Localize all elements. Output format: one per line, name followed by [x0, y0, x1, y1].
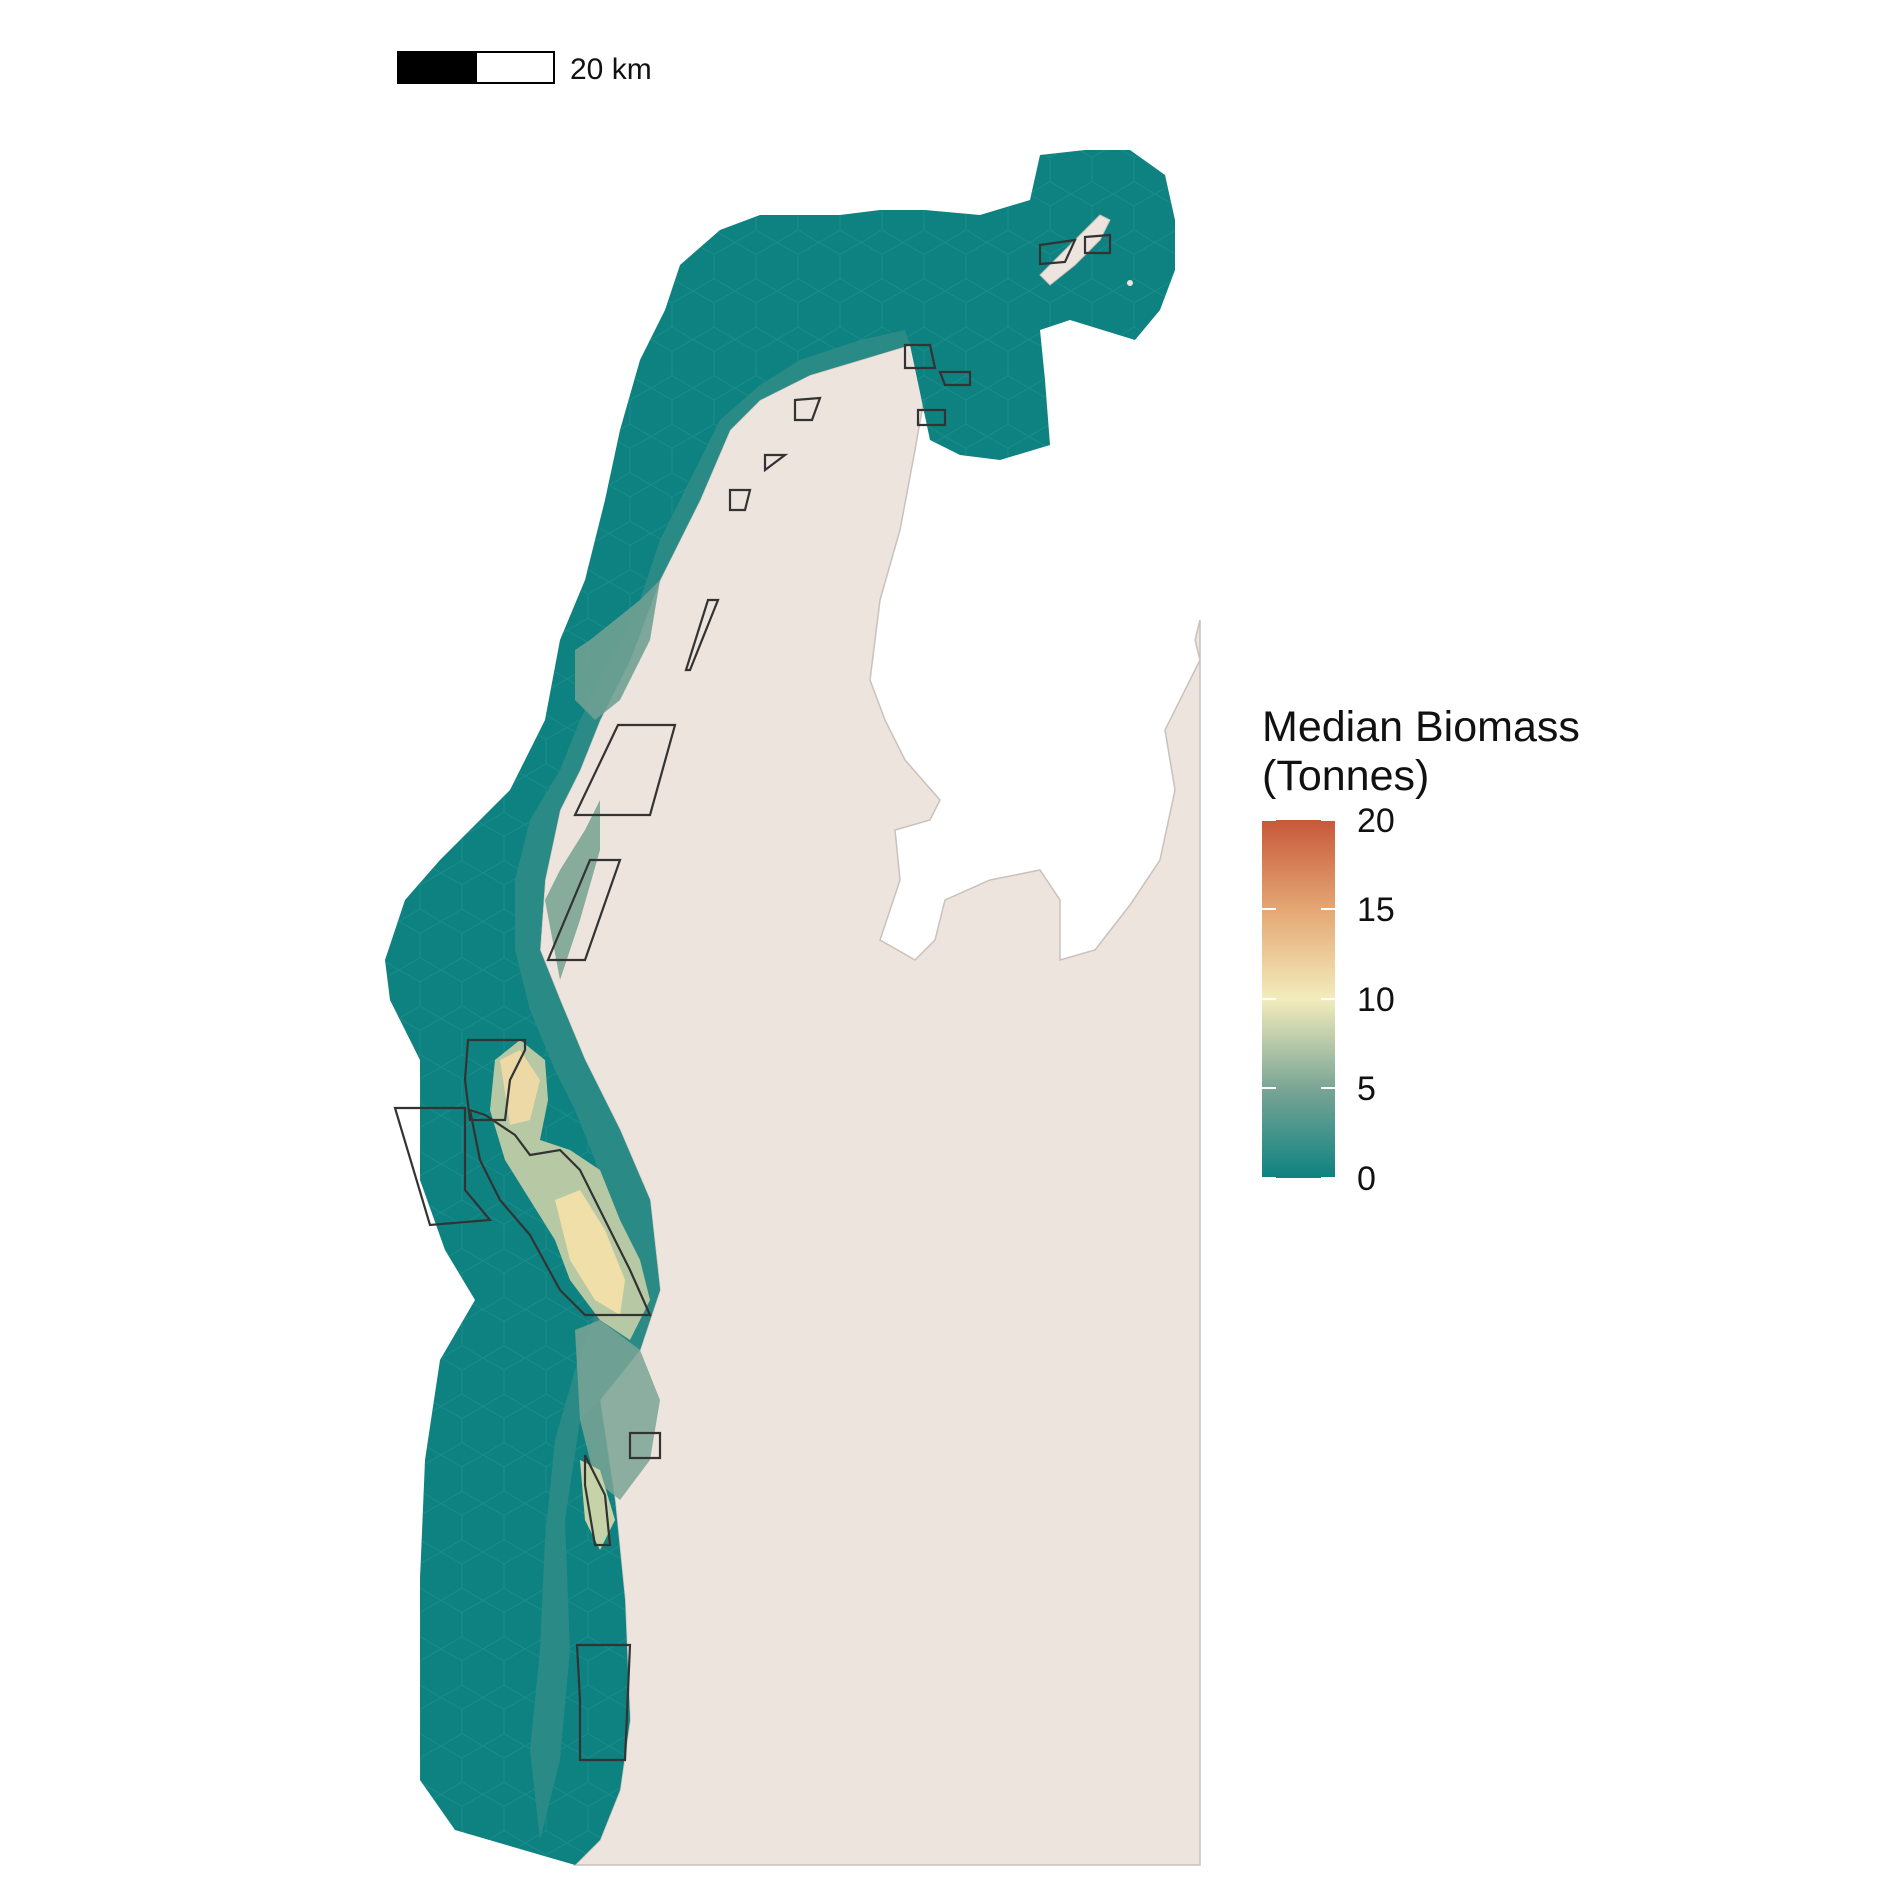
biomass-patch-north	[575, 580, 660, 720]
legend-tick-5: 5	[1357, 1070, 1376, 1108]
legend-title-line1: Median Biomass	[1262, 703, 1580, 751]
legend-tick-10: 10	[1357, 981, 1395, 1019]
biomass-patch-hotspot-2	[555, 1190, 625, 1315]
legend-tick-15: 15	[1357, 891, 1395, 929]
islet	[1127, 280, 1133, 286]
biomass-patch-south-2	[580, 1460, 615, 1550]
scale-bar: 20 km	[397, 51, 652, 86]
legend-tick-0: 0	[1357, 1160, 1376, 1198]
legend-tick-20: 20	[1357, 802, 1395, 840]
legend-tick-marks	[1262, 819, 1335, 1179]
biomass-patch-hotspot-1	[500, 1050, 540, 1125]
protected-areas	[393, 233, 1112, 1762]
legend-title-line2: (Tonnes)	[1262, 752, 1429, 800]
mainland	[539, 344, 1201, 1866]
biomass-patch-south	[575, 1320, 660, 1500]
scale-bar-label: 20 km	[570, 53, 652, 86]
hex-grid-overlay	[385, 150, 1175, 1865]
legend: Median Biomass (Tonnes) 0 5 10 15 20	[1262, 703, 1580, 1198]
hex-region-nearshore	[515, 330, 910, 1840]
scale-bar-segment-light	[475, 51, 555, 84]
scale-bar-segment-dark	[397, 51, 477, 84]
